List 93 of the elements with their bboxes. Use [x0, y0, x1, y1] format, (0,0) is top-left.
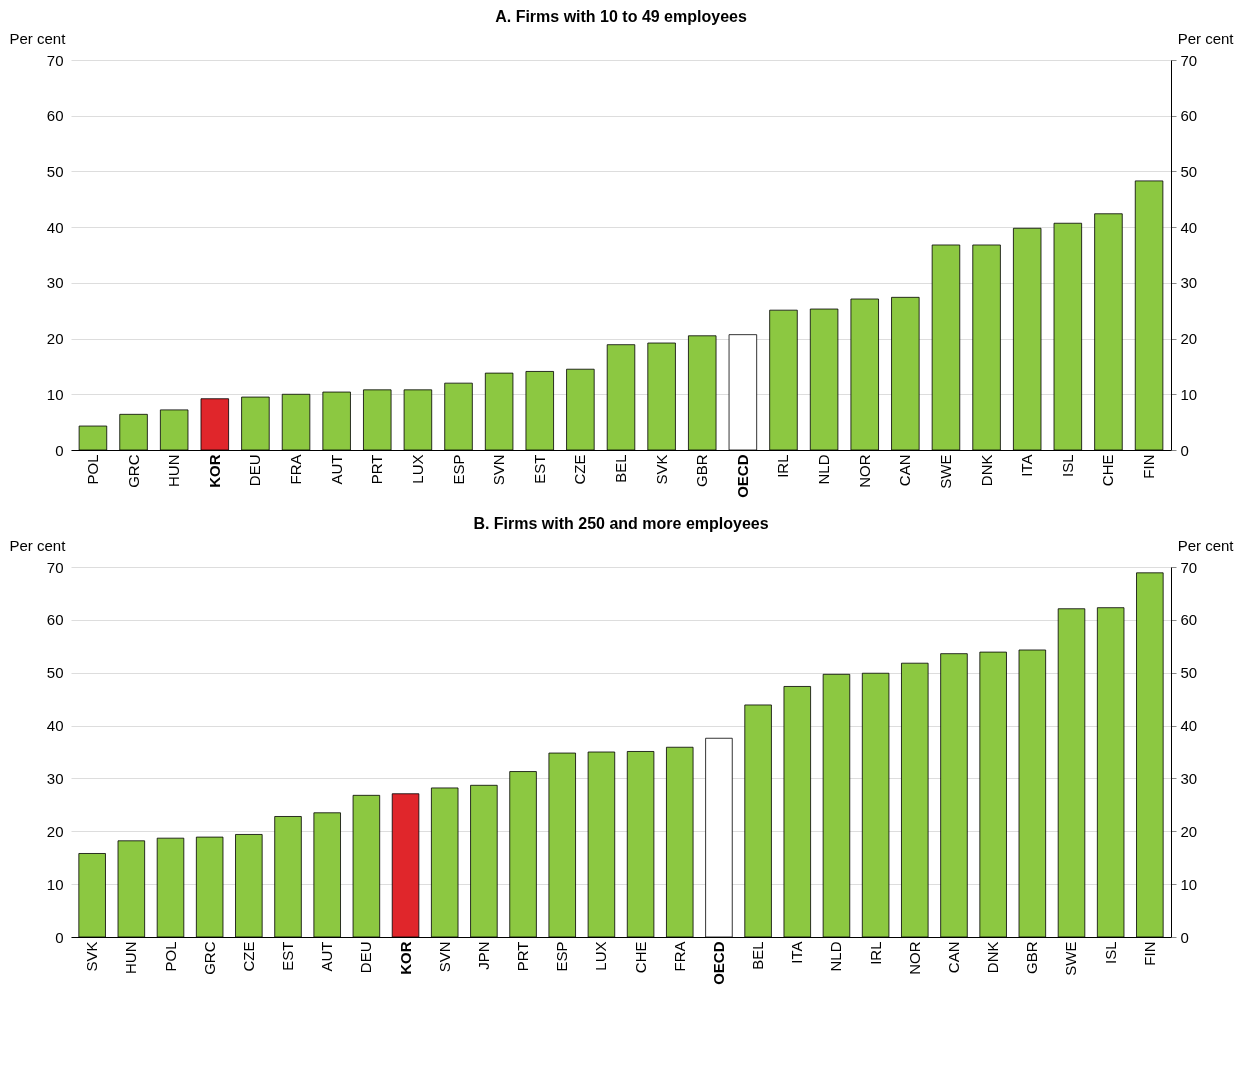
- x-tick-label: EST: [530, 454, 548, 484]
- y-tick-label: 0: [55, 928, 64, 946]
- y-tick-label: 20: [46, 330, 64, 348]
- y-tick-label: 30: [46, 274, 64, 292]
- x-tick-label: IRL: [866, 941, 884, 965]
- x-tick-label: ISL: [1101, 941, 1119, 965]
- x-tick-label: DNK: [977, 454, 995, 487]
- y-tick-label: 50: [46, 162, 64, 180]
- x-tick-label: SWE: [1062, 941, 1080, 976]
- x-tick-label: ISL: [1058, 454, 1076, 478]
- x-tick-label: DEU: [246, 454, 264, 487]
- y2-tick-label: 70: [1180, 51, 1198, 69]
- x-tick-label: CZE: [571, 454, 589, 485]
- x-tick-label: EST: [279, 941, 297, 971]
- x-tick-label: POL: [161, 941, 179, 972]
- x-tick-label: DEU: [357, 941, 375, 974]
- y-axis-title: Per cent: [9, 29, 67, 47]
- y2-tick-label: 10: [1180, 875, 1198, 893]
- x-tick-label: SVK: [83, 941, 101, 972]
- y2-tick-label: 20: [1180, 822, 1198, 840]
- x-tick-label: NOR: [855, 454, 873, 488]
- x-tick-label: BEL: [749, 941, 767, 970]
- x-tick-label: GRC: [124, 454, 142, 488]
- x-tick-label: LUX: [592, 941, 610, 971]
- x-tick-label: KOR: [205, 454, 223, 488]
- y2-tick-label: 10: [1180, 385, 1198, 403]
- x-tick-label: FIN: [1140, 941, 1158, 966]
- x-tick-label: AUT: [327, 454, 345, 485]
- x-tick-label: KOR: [396, 941, 414, 975]
- y2-tick-label: 50: [1180, 162, 1198, 180]
- y-tick-label: 60: [46, 107, 64, 125]
- x-tick-label: GBR: [1023, 941, 1041, 975]
- y2-axis-title: Per cent: [1177, 29, 1235, 47]
- x-tick-label: SWE: [936, 454, 954, 489]
- y2-tick-label: 40: [1180, 218, 1198, 236]
- x-tick-label: FRA: [670, 941, 688, 972]
- y2-tick-label: 50: [1180, 664, 1198, 682]
- x-tick-label: CAN: [896, 454, 914, 487]
- x-tick-label: ITA: [788, 941, 806, 964]
- x-tick-label: DNK: [984, 941, 1002, 974]
- y-tick-label: 70: [46, 51, 64, 69]
- y-tick-label: 40: [46, 717, 64, 735]
- x-tick-label: SVN: [490, 454, 508, 486]
- y-axis-title: Per cent: [9, 536, 67, 554]
- x-tick-label: FIN: [1140, 454, 1158, 479]
- y-tick-label: 0: [55, 441, 64, 459]
- x-tick-label: CHE: [1099, 454, 1117, 487]
- x-tick-label: SVN: [435, 941, 453, 973]
- x-tick-label: ESP: [553, 941, 571, 972]
- x-tick-label: HUN: [122, 941, 140, 974]
- x-tick-label: NLD: [815, 454, 833, 485]
- x-tick-label: POL: [83, 454, 101, 485]
- y2-tick-label: 30: [1180, 274, 1198, 292]
- x-tick-label: LUX: [408, 454, 426, 484]
- x-tick-label: NLD: [827, 941, 845, 972]
- x-tick-label: ITA: [1018, 454, 1036, 477]
- x-tick-label: HUN: [165, 454, 183, 487]
- x-tick-label: GRC: [200, 941, 218, 975]
- x-tick-label: IRL: [774, 454, 792, 478]
- y-tick-label: 10: [46, 875, 64, 893]
- y-tick-label: 20: [46, 822, 64, 840]
- y2-tick-label: 60: [1180, 611, 1198, 629]
- y-tick-label: 60: [46, 611, 64, 629]
- y-tick-label: 30: [46, 769, 64, 787]
- x-tick-label: PRT: [514, 941, 532, 972]
- y2-tick-label: 20: [1180, 330, 1198, 348]
- x-tick-label: CHE: [631, 941, 649, 974]
- y2-tick-label: 60: [1180, 107, 1198, 125]
- y-tick-label: 10: [46, 385, 64, 403]
- x-tick-label: OECD: [733, 454, 751, 498]
- x-tick-label: GBR: [693, 454, 711, 488]
- x-tick-label: JPN: [474, 941, 492, 970]
- y-tick-label: 50: [46, 664, 64, 682]
- y2-axis-title: Per cent: [1177, 536, 1235, 554]
- y-tick-label: 70: [46, 558, 64, 576]
- x-tick-label: AUT: [318, 941, 336, 972]
- x-tick-label: OECD: [709, 941, 727, 985]
- x-tick-label: ESP: [449, 454, 467, 485]
- x-tick-label: SVK: [652, 454, 670, 485]
- y2-tick-label: 0: [1180, 928, 1189, 946]
- x-tick-label: CAN: [944, 941, 962, 974]
- x-tick-label: NOR: [905, 941, 923, 975]
- x-tick-label: CZE: [239, 941, 257, 972]
- y2-tick-label: 40: [1180, 717, 1198, 735]
- y2-tick-label: 30: [1180, 769, 1198, 787]
- x-tick-label: FRA: [287, 454, 305, 485]
- chart-title: B. Firms with 250 and more employees: [473, 515, 769, 532]
- x-tick-label: BEL: [612, 454, 629, 483]
- x-tick-label: PRT: [368, 454, 386, 485]
- y-tick-label: 40: [46, 218, 64, 236]
- y2-tick-label: 0: [1180, 441, 1189, 459]
- chart-title: A. Firms with 10 to 49 employees: [495, 8, 747, 25]
- y2-tick-label: 70: [1180, 558, 1198, 576]
